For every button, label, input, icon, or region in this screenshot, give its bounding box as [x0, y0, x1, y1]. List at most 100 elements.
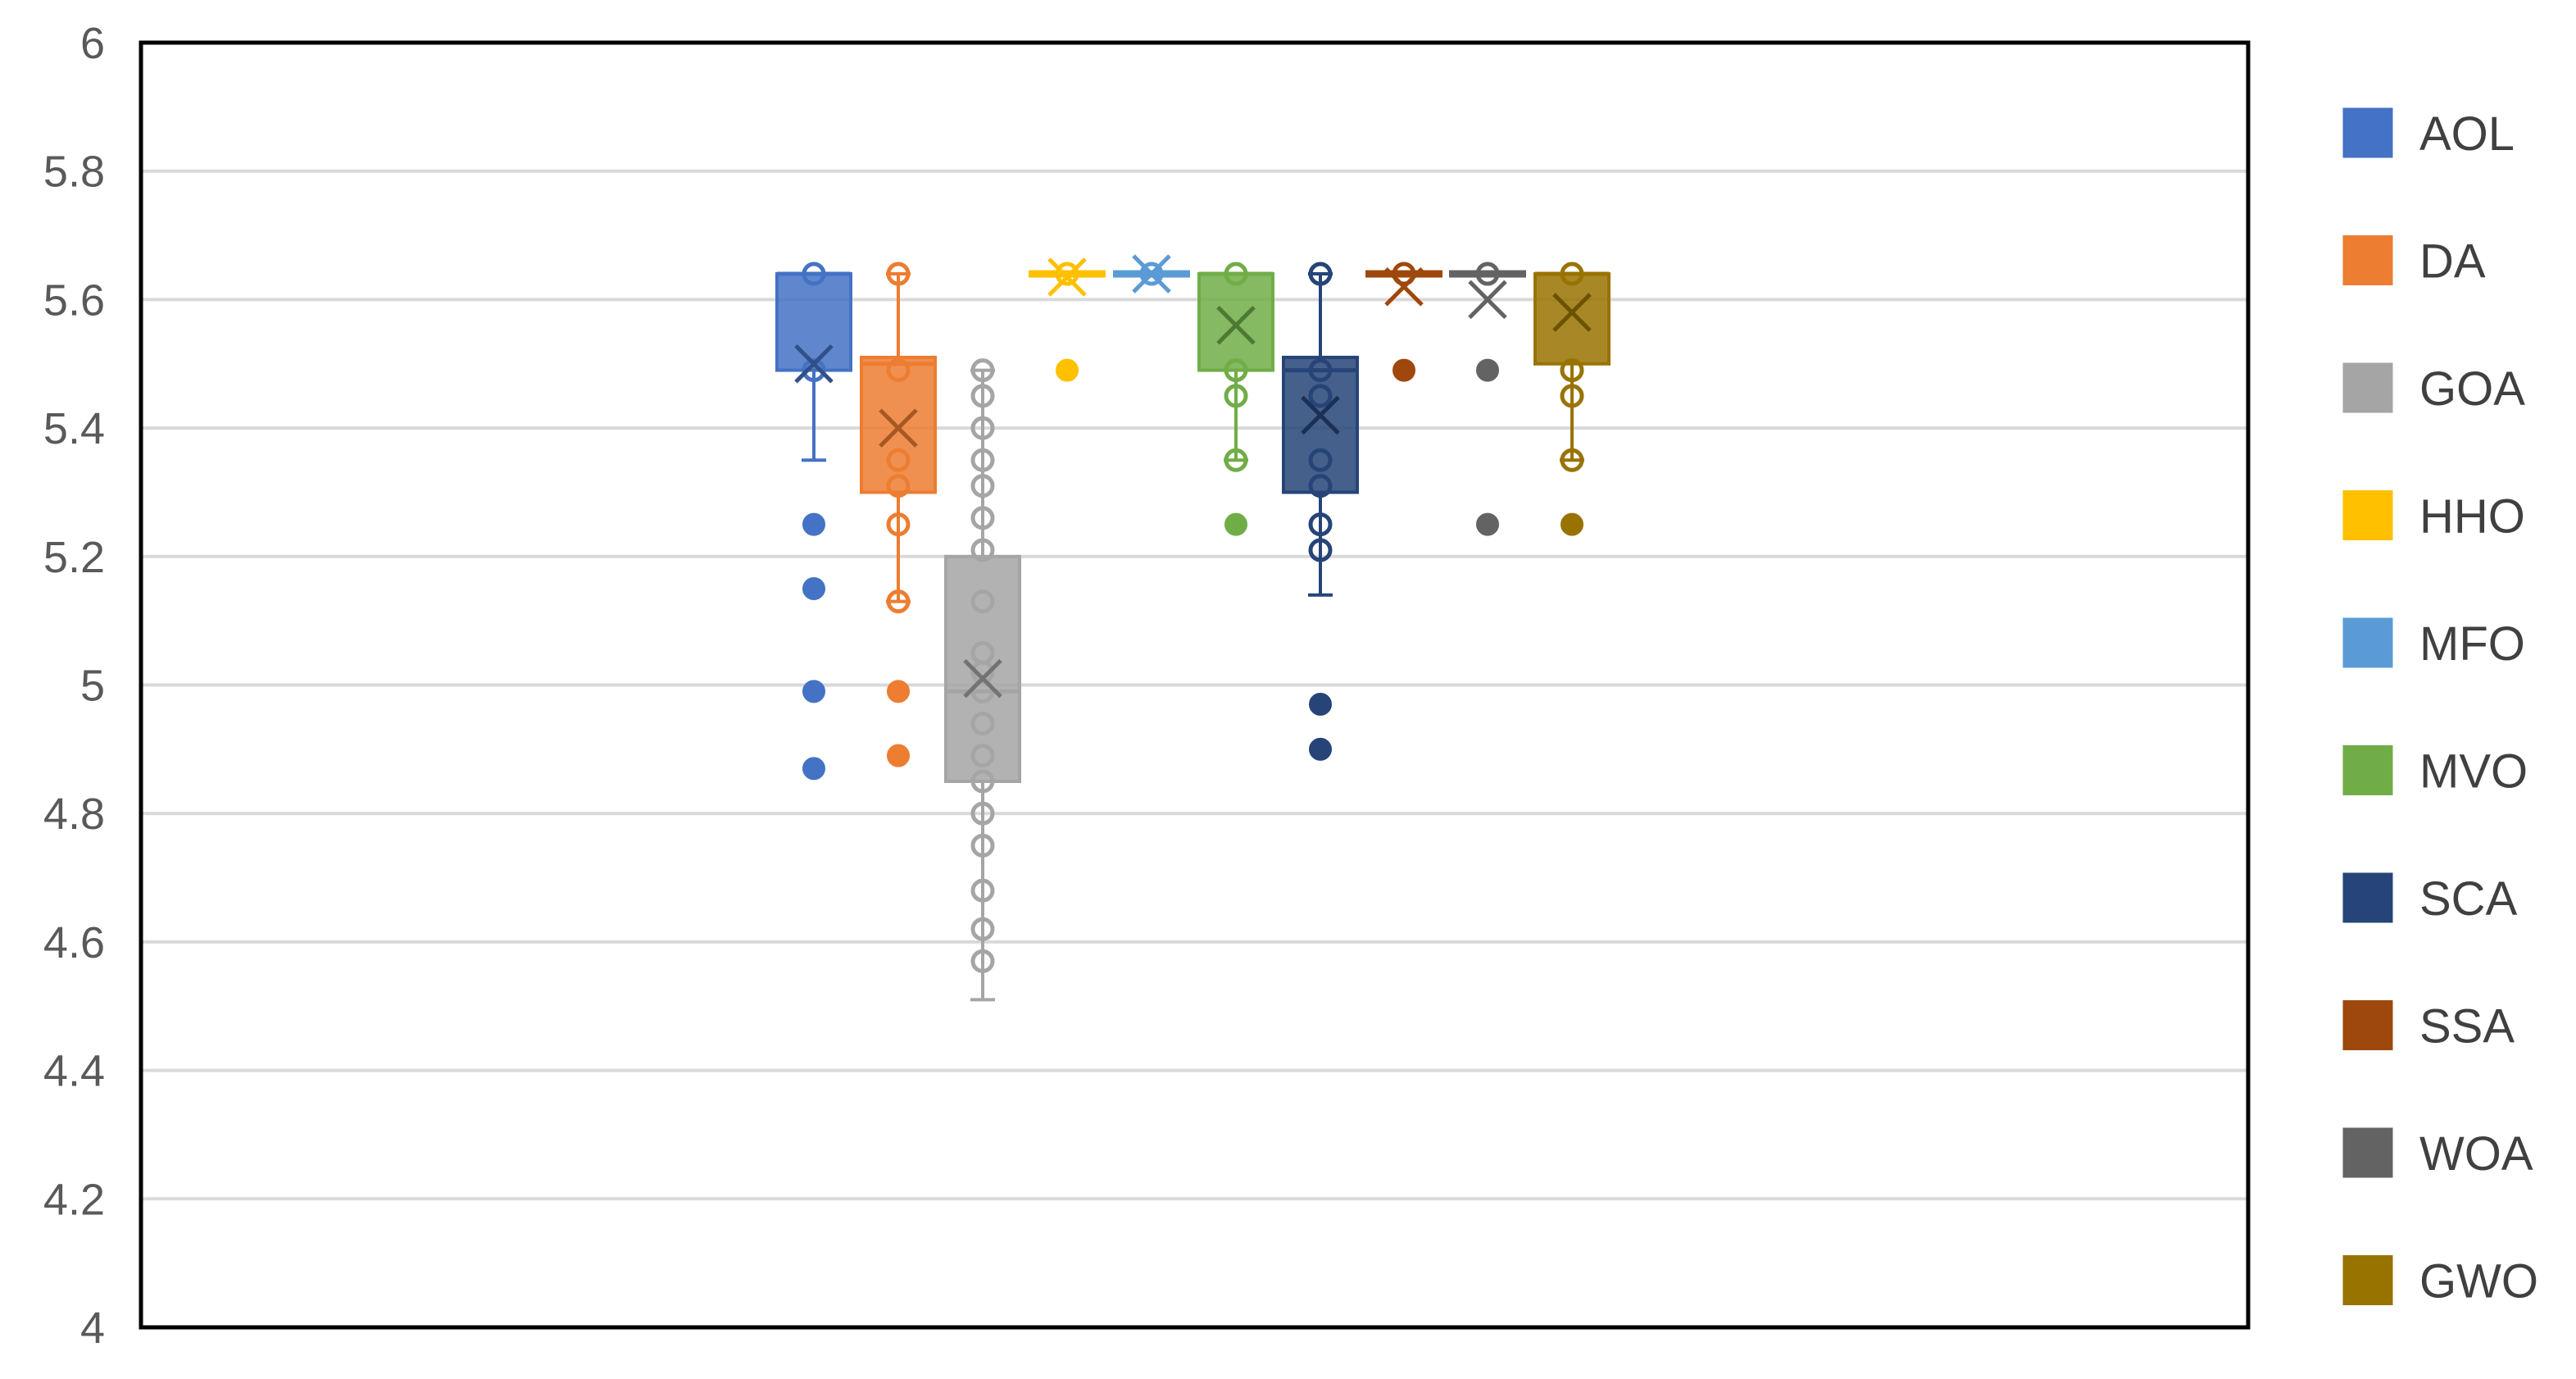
data-point	[886, 512, 911, 537]
data-point	[970, 949, 995, 973]
series-group	[775, 254, 1611, 1002]
mean-marker	[1384, 266, 1424, 307]
data-point	[886, 262, 911, 286]
outlier-point	[1309, 737, 1332, 761]
legend-swatch	[2342, 490, 2393, 540]
legend-label: HHO	[2419, 490, 2525, 544]
legend-label: DA	[2419, 235, 2486, 289]
plot-area-border	[139, 40, 2251, 1330]
data-point	[802, 262, 826, 286]
data-point	[886, 448, 911, 472]
legend-swatch	[2342, 617, 2393, 668]
legend-swatch	[2342, 1000, 2393, 1050]
mean-marker-stroke	[1132, 254, 1171, 294]
outlier-point	[1476, 358, 1499, 382]
legend-label: MFO	[2419, 617, 2525, 671]
mean-marker-stroke	[794, 344, 834, 384]
data-point	[1560, 262, 1584, 286]
data-point	[1308, 512, 1333, 537]
data-point	[970, 833, 995, 858]
data-point	[970, 448, 995, 472]
mean-marker	[794, 344, 834, 384]
box-ssa	[1365, 262, 1442, 382]
data-point	[970, 744, 995, 768]
mean-marker-stroke	[1552, 293, 1592, 332]
data-point	[1139, 262, 1164, 286]
mean-marker	[1047, 257, 1087, 297]
y-tick-label: 4.4	[43, 1047, 105, 1096]
box-body	[1533, 272, 1611, 366]
legend-item-goa: GOA	[2342, 362, 2525, 416]
legend-item-mvo: MVO	[2342, 745, 2528, 799]
outlier-point	[1561, 512, 1583, 536]
gridlines	[141, 169, 2248, 1201]
data-point	[1308, 384, 1333, 408]
mean-marker-stroke	[1216, 305, 1256, 345]
outlier-point	[887, 744, 910, 767]
outlier-point	[802, 680, 825, 703]
data-point	[1560, 358, 1584, 383]
mean-marker	[879, 408, 918, 448]
y-axis: 4 4.2 4.4 4.6 4.8 5 5.2 5.4 5.6 5.8 6	[43, 19, 105, 1353]
legend-item-woa: WOA	[2342, 1127, 2533, 1181]
y-tick-label: 4.8	[43, 790, 105, 839]
legend-swatch	[2342, 745, 2393, 795]
mean-marker	[1468, 280, 1507, 320]
y-tick-label: 4.2	[43, 1175, 105, 1224]
mean-marker	[1301, 395, 1340, 435]
data-point	[1475, 262, 1500, 286]
box-sca	[1282, 262, 1359, 761]
legend-item-hho: HHO	[2342, 490, 2525, 544]
outlier-point	[802, 512, 825, 536]
data-point	[970, 589, 995, 614]
box-da	[860, 262, 937, 767]
data-point	[1224, 384, 1248, 408]
legend-swatch	[2342, 107, 2393, 158]
outlier-point	[802, 576, 825, 600]
y-tick-label: 5.6	[43, 275, 105, 325]
y-tick-label: 5.4	[43, 404, 105, 453]
outlier-point	[1224, 512, 1247, 536]
box-woa	[1449, 262, 1526, 536]
mean-marker-stroke	[1384, 266, 1424, 307]
data-point	[970, 801, 995, 826]
data-point	[970, 769, 995, 794]
legend-swatch	[2342, 235, 2393, 285]
outlier-point	[1392, 358, 1415, 382]
legend-item-gwo: GWO	[2342, 1255, 2538, 1308]
data-point	[1224, 358, 1248, 383]
data-point	[970, 416, 995, 440]
data-point	[1308, 448, 1333, 472]
data-point	[1224, 448, 1248, 472]
data-point	[970, 917, 995, 941]
data-point	[886, 474, 911, 498]
legend-label: SSA	[2419, 1000, 2515, 1054]
legend-label: AOL	[2419, 107, 2515, 161]
legend-label: MVO	[2419, 745, 2528, 799]
legend-label: WOA	[2419, 1127, 2533, 1181]
data-point	[1308, 474, 1333, 498]
box-mfo	[1113, 254, 1190, 294]
legend: AOL DA GOA HHO MFO MVO SCA SSA WOA GWO	[2342, 107, 2538, 1308]
legend-item-aol: AOL	[2342, 107, 2515, 161]
mean-marker-stroke	[1301, 395, 1340, 435]
data-point	[1055, 262, 1079, 286]
data-point	[886, 589, 911, 614]
y-tick-label: 6	[80, 19, 105, 68]
data-point	[970, 712, 995, 736]
mean-marker-stroke	[1468, 280, 1507, 320]
y-tick-label: 5	[80, 662, 105, 711]
legend-item-mfo: MFO	[2342, 617, 2525, 671]
box-hho	[1029, 257, 1106, 382]
y-tick-label: 4	[80, 1304, 105, 1353]
legend-label: SCA	[2419, 872, 2518, 926]
data-point	[802, 358, 826, 383]
legend-label: GWO	[2419, 1255, 2538, 1308]
data-point	[970, 474, 995, 498]
mean-marker-stroke	[1047, 257, 1087, 297]
y-tick-label: 5.8	[43, 148, 105, 197]
data-point	[970, 384, 995, 408]
